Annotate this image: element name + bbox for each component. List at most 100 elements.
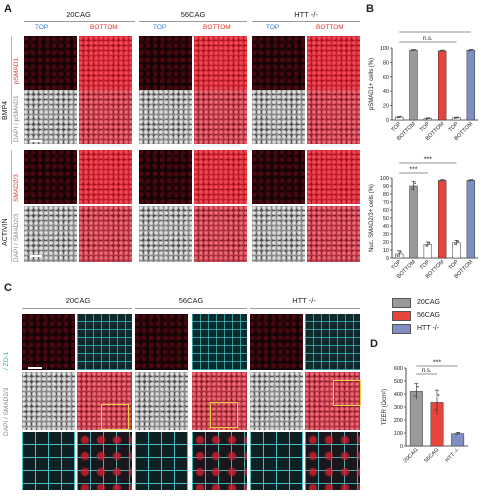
a-tile-r1-56cag-bottom — [194, 90, 247, 144]
a-row-group-activin: ACTIVIN — [2, 218, 9, 246]
data-point — [411, 49, 413, 52]
y-tick-label: 0 — [386, 118, 389, 124]
c-row-label-dapi-smad23: DAPI / SMAD2/3 — [3, 387, 10, 436]
a-col-rule-3 — [252, 21, 360, 22]
legend-swatch-56cag — [392, 310, 411, 321]
x-tick-label: TOP — [390, 259, 402, 271]
y-tick-label: 300 — [394, 405, 403, 411]
a-top-label-3: TOP — [266, 24, 280, 31]
data-point — [415, 390, 418, 393]
y-tick-label: 40 — [383, 224, 389, 230]
a-tile-r0-20cag-bottom — [79, 36, 132, 90]
a-tile-r1-56cag-top — [139, 90, 192, 144]
bar — [466, 180, 476, 259]
y-tick-label: 0 — [400, 444, 403, 450]
a-col-header-htt: HTT -/- — [294, 10, 318, 19]
c-tile-r2-htt-a — [250, 432, 303, 490]
y-tick-label: 80 — [383, 192, 389, 198]
data-point — [398, 116, 401, 119]
y-tick-label: 20 — [383, 240, 389, 246]
a-tile-r1-htt-bottom — [307, 90, 360, 144]
x-tick-label: 56CAG — [423, 447, 440, 464]
legend-swatch-htt — [392, 323, 411, 334]
data-point — [454, 243, 456, 246]
data-point — [399, 115, 402, 118]
data-point — [426, 243, 429, 246]
y-tick-label: 400 — [394, 392, 403, 398]
panel-label-d: D — [370, 338, 378, 350]
chart-b-bottom: 0 10 20 30 40 50 60 70 80 90 100 Nuc. SMAD2/3+ cell… — [369, 157, 478, 280]
legend-label-56cag: 56CAG — [417, 312, 440, 319]
data-point — [396, 116, 399, 119]
a-tile-r2-56cag-top — [139, 150, 192, 204]
data-point — [471, 179, 474, 181]
a-tile-r0-56cag-top — [139, 36, 192, 90]
data-point — [414, 48, 416, 51]
data-point — [456, 432, 459, 435]
y-tick-label: 500 — [394, 379, 403, 385]
data-point — [398, 253, 401, 255]
c-row-label-zo1: / ZO-1 — [3, 351, 10, 370]
bar — [437, 180, 447, 259]
y-tick-label: 100 — [380, 176, 389, 182]
inset-box — [210, 402, 238, 428]
a-tile-r3-20cag-bottom — [79, 206, 132, 262]
data-point — [455, 116, 458, 119]
c-tile-r1-20cag-a — [22, 372, 75, 430]
bar — [409, 391, 423, 447]
x-tick-label: 20CAG — [403, 447, 420, 464]
data-point — [428, 242, 431, 244]
inset-box — [333, 380, 361, 406]
data-point — [471, 48, 474, 51]
a-row-label-dapi-smad23: DAPI / SMAD2/3 — [13, 213, 20, 262]
data-point — [468, 179, 471, 182]
y-axis-label: pSMAD1+ cells (%) — [369, 58, 375, 110]
c-tile-r0-htt-b — [305, 314, 360, 370]
legend-swatch-20cag — [392, 297, 411, 308]
a-tile-r3-56cag-bottom — [194, 206, 247, 262]
data-point — [455, 241, 458, 244]
data-point — [442, 49, 445, 52]
y-tick-label: 100 — [380, 46, 389, 52]
panel-label-c: C — [4, 282, 12, 294]
data-point — [413, 395, 416, 397]
a-col-header-56cag: 56CAG — [180, 10, 206, 19]
sig-label: n.s. — [430, 30, 440, 32]
scale-bar — [30, 255, 42, 257]
x-tick-label: TOP — [390, 121, 402, 133]
data-point — [457, 116, 459, 119]
a-tile-r2-htt-top — [252, 150, 305, 204]
a-tile-r3-htt-bottom — [307, 206, 360, 262]
y-axis-label: TEER (Ωcm²) — [382, 389, 388, 425]
panel-label-a: A — [4, 3, 12, 15]
x-tick-label: TOP — [448, 259, 460, 271]
y-tick-label: 100 — [394, 431, 403, 437]
data-point — [457, 240, 459, 243]
inset-box — [101, 404, 129, 430]
a-row-group-bmp4: BMP4 — [2, 100, 9, 120]
x-tick-label: HTT -/- — [445, 447, 462, 464]
c-tile-r0-56cag-b — [192, 314, 247, 370]
sig-label: *** — [424, 157, 432, 164]
chart-d: 0 100 200 300 400 500 600 TEER (Ωcm²) 20CAG 56CAG… — [382, 360, 468, 464]
y-tick-label: 20 — [383, 104, 389, 110]
scale-bar — [28, 490, 42, 492]
c-tile-r1-htt-a — [250, 372, 303, 430]
bar — [409, 49, 418, 121]
data-point — [428, 117, 431, 120]
sig-label: *** — [433, 360, 441, 367]
panel-label-b: B — [366, 3, 374, 15]
a-tile-r1-20cag-top — [24, 90, 77, 144]
a-row-label-psmad1: pSMAD1 — [13, 57, 20, 84]
c-tile-r2-20cag-b — [77, 432, 132, 490]
a-group-divider-2 — [11, 150, 12, 262]
a-bottom-label-1: BOTTOM — [90, 24, 118, 31]
bar — [451, 433, 465, 447]
data-point — [411, 187, 413, 190]
data-point — [437, 394, 440, 396]
data-point — [469, 49, 472, 52]
c-col-rule-1 — [22, 308, 132, 309]
y-tick-label: 30 — [383, 232, 389, 238]
a-tile-r2-20cag-bottom — [79, 150, 132, 204]
